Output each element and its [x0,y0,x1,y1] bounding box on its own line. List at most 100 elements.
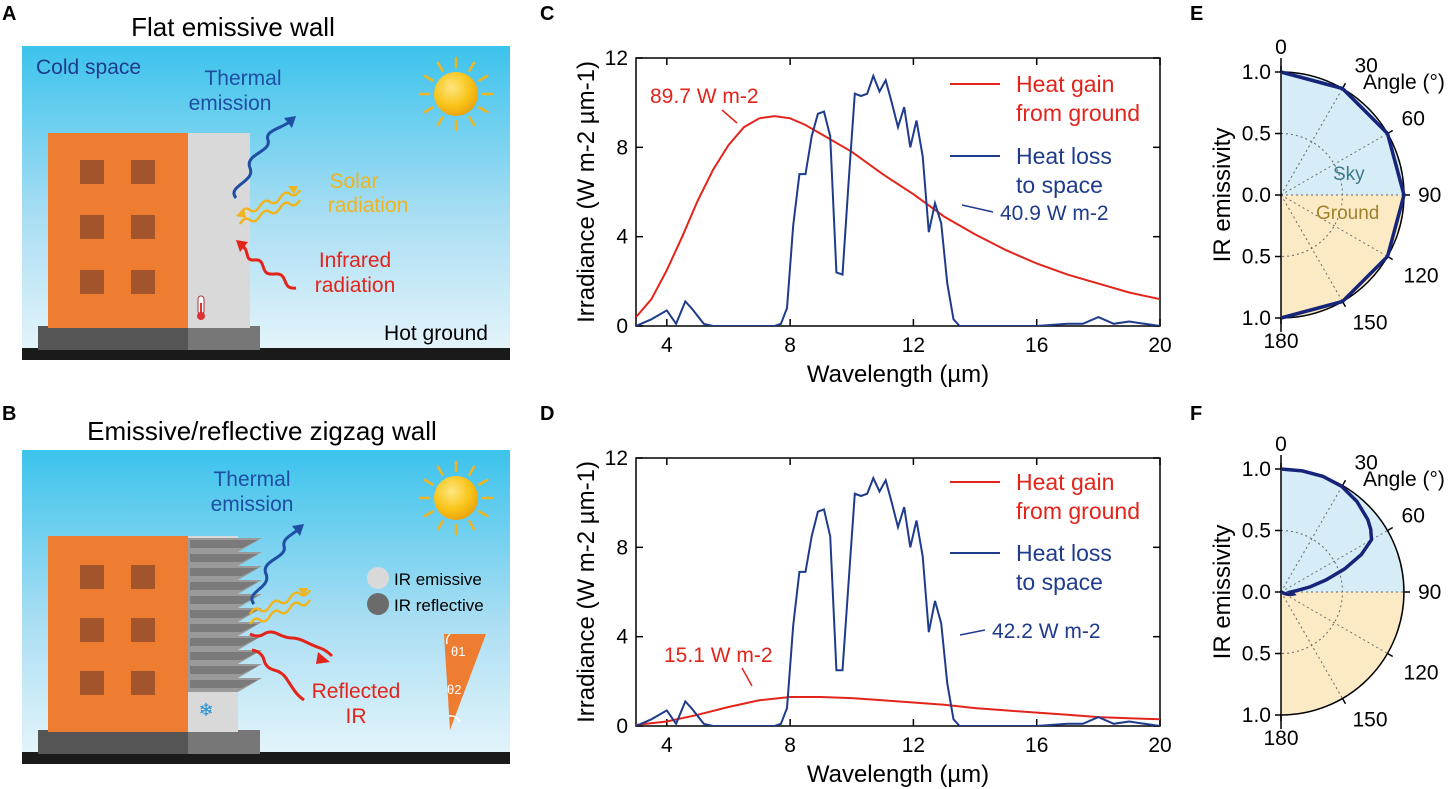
x-tick-label-d: 12 [902,734,925,757]
thermal-emission-arrow-b [250,524,304,605]
building-base-b [38,730,190,754]
angle-tick-f: 30 [1355,451,1378,474]
legend-d: Heat gain from ground Heat loss to space [950,469,1140,595]
sun-ray [478,510,489,518]
ground-region-e [1281,195,1404,318]
angle-tick-e: 150 [1353,312,1388,335]
reflective-slat-shade [190,596,258,604]
solar-radiation-arrows [236,186,302,225]
building-windows-b [80,565,155,695]
panel-a-letter: A [2,3,16,25]
angle-tick-f: 180 [1263,727,1298,750]
radial-tick-e: 0.5 [1242,246,1271,269]
y-tick-label-d: 8 [616,536,628,559]
angle-tick-mark [1387,652,1394,658]
panel-c-letter: C [540,3,554,25]
y-tick-label-c: 0 [616,315,628,338]
panel-b-letter: B [2,403,16,425]
reflected-ir-label-2: IR [346,705,367,728]
angle-tick-mark [1341,698,1347,705]
radial-tick-e: 1.0 [1242,61,1271,84]
panel-e: E Sky Ground 1.0 0.5 0.0 0.5 1.0 0 30 60… [1190,3,1445,353]
plot-frame-c [635,57,1161,327]
annotation-c2: 40.9 W m-2 [1000,202,1109,225]
annotation-d1: 15.1 W m-2 [664,644,773,667]
sun-ray [436,520,444,531]
angle-axis-label-f: Angle (°) [1363,468,1445,491]
infrared-radiation-label-1: Infrared [319,249,391,272]
y-tick-label-c: 8 [616,136,628,159]
polar-grid-f [1275,463,1410,721]
ir-emissive-swatch [367,567,389,589]
sun-ray [436,116,444,127]
sun-ray [478,74,489,82]
annotation-leader-d2 [959,629,986,636]
theta1-label: θ1 [451,644,465,659]
wall-legend: IR emissive IR reflective [367,567,484,615]
grid-spoke [1280,530,1388,593]
heat-loss-line-c [636,73,1160,326]
reflective-slat-shade [190,582,258,590]
reflected-ir-label-1: Reflected [312,680,401,703]
annotation-leader-c2 [961,204,994,213]
x-tick-label-c: 20 [1148,334,1171,357]
reflected-ir-arrows [249,630,334,702]
legend-heat-loss-c1: Heat loss [1016,143,1112,169]
angle-tick-f: 120 [1404,662,1439,685]
sky-region-f [1281,469,1404,592]
legend-heat-gain-c1: Heat gain [1016,71,1114,97]
panel-e-letter: E [1190,3,1203,25]
sky-label: Sky [1333,164,1365,185]
sun-ray [468,520,476,531]
cold-space-label: Cold space [36,56,141,79]
ground-label: Ground [1316,203,1379,224]
angle-tick-e: 90 [1418,184,1441,207]
angle-tick-f: 60 [1402,505,1425,528]
panel-f: F 1.0 0.5 0.0 0.5 1.0 0 30 60 90 120 150… [1190,403,1445,750]
radial-tick-e: 0.0 [1242,184,1271,207]
legend-heat-gain-d1: Heat gain [1016,469,1114,495]
plot-frame-d [635,457,1161,727]
sun-ray [468,116,476,127]
reflective-slat-shade [190,680,258,688]
legend-c: Heat gain from ground Heat loss to space [950,71,1140,198]
angle-tick-mark [1341,479,1347,486]
angle-tick-e: 180 [1263,330,1298,353]
sun-ray [423,106,434,114]
infrared-radiation-arrow [236,240,297,290]
radial-tick-f: 1.0 [1242,704,1271,727]
reflective-slat-shade [190,540,258,548]
x-tick-label-c: 8 [784,334,796,357]
angle-tick-e: 30 [1355,54,1378,77]
x-tick-label-c: 4 [661,334,673,357]
y-tick-label-d: 0 [616,715,628,738]
radial-tick-f: 0.0 [1242,581,1271,604]
angle-tick-f: 90 [1418,581,1441,604]
radial-tick-e: 0.5 [1242,123,1271,146]
sun-ray [468,465,476,476]
sun-ray [423,510,434,518]
sun-ray [436,61,444,72]
axis-ticks-d [636,457,1161,727]
grid-spoke [1280,591,1343,699]
x-axis-label-d: Wavelength (µm) [807,761,989,788]
ir-reflective-swatch [367,593,389,615]
legend-heat-gain-d2: from ground [1016,498,1140,524]
y-tick-label-d: 12 [605,447,628,470]
annotation-d2: 42.2 W m-2 [992,620,1101,643]
panel-a-title: Flat emissive wall [131,12,335,42]
emissive-wall [188,133,250,328]
sun-ray [423,74,434,82]
y-axis-label-c: Irradiance (W m-2 µm-1) [573,61,600,323]
angle-axis-label-e: Angle (°) [1363,71,1445,94]
building-windows [80,160,155,294]
theta2-label: θ2 [447,682,461,697]
building-base [38,326,190,350]
ir-reflective-label: IR reflective [394,596,484,615]
sun-ray [436,465,444,476]
radial-tick-f: 0.5 [1242,520,1271,543]
solar-radiation-label-2: radiation [328,194,409,217]
annotation-leader-d1 [741,667,753,687]
reflective-slat-shade [190,638,258,646]
panel-d: D 4 8 12 16 20 0 4 8 12 Wavelength (µm) … [540,403,1172,788]
